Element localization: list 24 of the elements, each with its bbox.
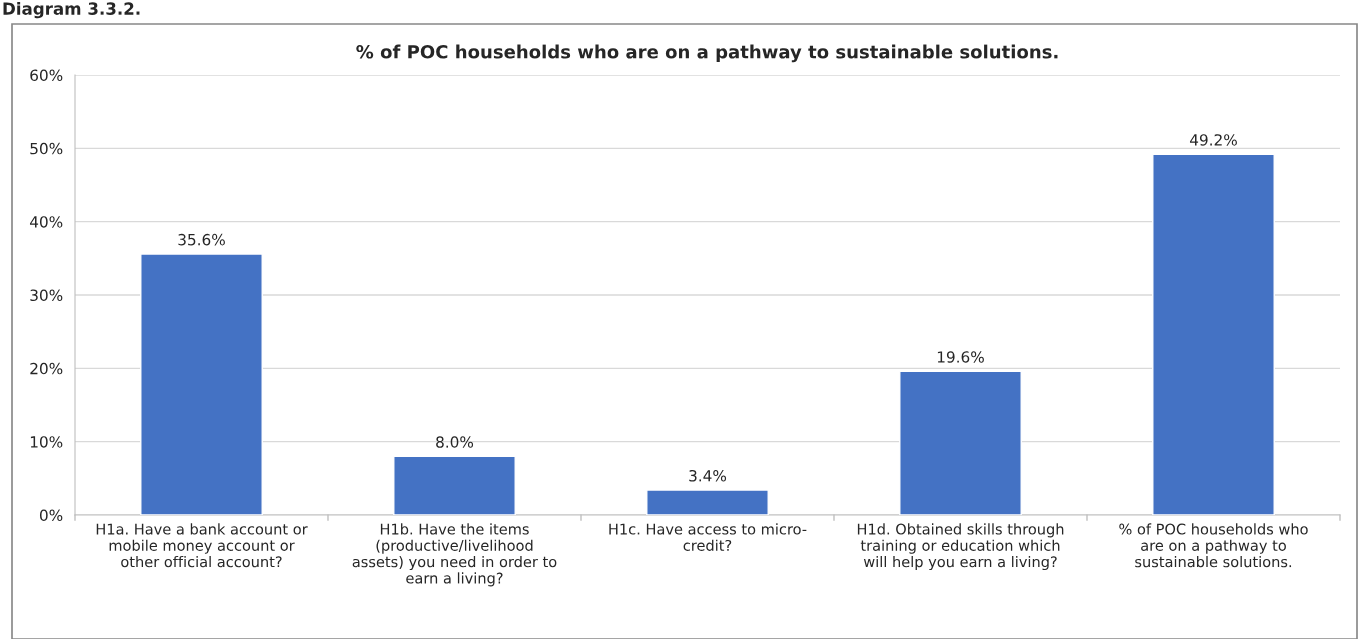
bar	[646, 489, 769, 515]
data-label: 8.0%	[436, 436, 474, 448]
x-tick-label: H1a. Have a bank account or mobile money account or other official account?	[96, 523, 308, 568]
x-tick-label: % of POC households who are on a pathway to sustainable solutions.	[1119, 523, 1308, 568]
bar	[140, 253, 263, 515]
x-tick-label: H1b. Have the items (productive/livelihood assets) you need in order to earn a living?	[352, 523, 557, 587]
data-label: 3.4%	[689, 469, 727, 482]
x-tick-label: H1d. Obtained skills through training or education which will help you earn a living?	[857, 523, 1064, 571]
y-tick-label: 10%	[30, 436, 63, 448]
y-tick-label: 0%	[39, 509, 63, 522]
x-tick-label: H1c. Have access to micro- credit?	[609, 523, 807, 551]
bar	[393, 455, 516, 515]
y-tick-label: 60%	[30, 69, 63, 82]
chart-title: % of POC households who are on a pathway to sustainable solutions.	[356, 44, 1058, 63]
data-label: 49.2%	[1189, 134, 1237, 146]
text: Diagram 3.3.2.	[3, 2, 140, 19]
y-tick-label: 20%	[30, 362, 63, 375]
y-tick-label: 30%	[30, 289, 63, 302]
data-label: 19.6%	[937, 351, 984, 363]
bar	[899, 370, 1022, 515]
data-label: 35.6%	[178, 233, 225, 246]
y-tick-label: 50%	[30, 142, 63, 155]
bar	[1152, 153, 1275, 515]
y-tick-label: 40%	[29, 216, 63, 228]
